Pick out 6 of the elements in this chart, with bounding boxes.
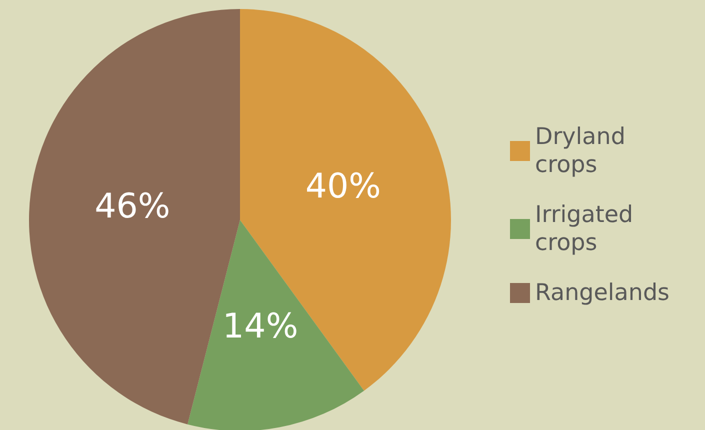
data-label: 46% <box>94 186 170 226</box>
data-label: 14% <box>222 306 298 347</box>
legend-label: Irrigated crops <box>535 202 640 256</box>
legend-label: Dryland crops <box>535 124 633 178</box>
legend-label: Rangelands <box>535 280 670 306</box>
data-label: 40% <box>305 166 381 206</box>
